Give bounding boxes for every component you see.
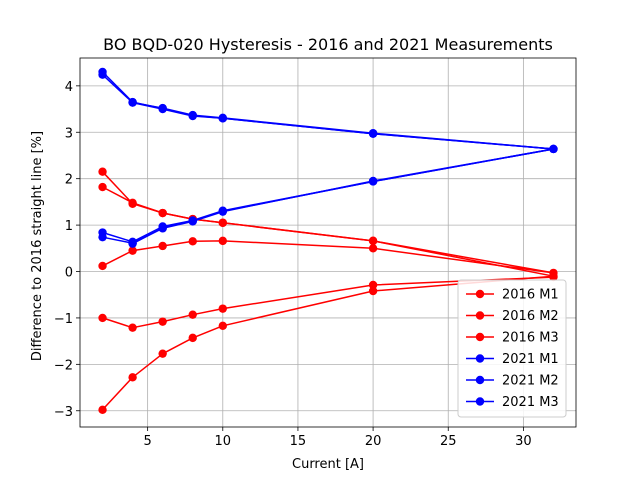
axes-border [79, 57, 577, 428]
legend-label: 2016 M3 [502, 331, 559, 346]
chart-title: BO BQD-020 Hysteresis - 2016 and 2021 Me… [103, 35, 553, 54]
data-point [218, 304, 227, 313]
data-point [549, 272, 558, 282]
data-point [98, 261, 107, 271]
data-point [98, 232, 107, 242]
data-point [128, 98, 137, 107]
data-point [128, 373, 137, 382]
legend-label: 2021 M2 [502, 374, 559, 389]
x-tick-label: 10 [215, 434, 232, 449]
legend-box [457, 279, 567, 418]
data-point [218, 321, 227, 331]
data-point [98, 405, 107, 415]
data-point [128, 199, 137, 208]
tick-group: 5 10 15 20 25 30 −3 −2 −1 0 1 2 3 4 [54, 80, 532, 449]
legend-marker [475, 311, 485, 320]
data-point [368, 236, 378, 246]
data-point [368, 244, 378, 253]
data-point [188, 111, 197, 121]
data-point [218, 218, 227, 227]
y-tick-label: −2 [54, 358, 73, 373]
series-group [98, 67, 558, 415]
data-point [218, 114, 227, 123]
legend-label: 2021 M3 [502, 395, 559, 410]
data-point [158, 104, 167, 114]
legend-marker [475, 332, 485, 342]
data-point [368, 177, 378, 186]
data-point [98, 182, 107, 192]
data-point [549, 144, 558, 154]
data-point [158, 223, 167, 233]
data-point [98, 313, 107, 323]
data-point [368, 286, 378, 296]
legend-marker [475, 375, 485, 385]
data-point [158, 349, 167, 358]
legend-marker [475, 289, 485, 299]
data-point [368, 129, 378, 138]
x-tick-label: 30 [515, 434, 532, 449]
y-tick-label: 0 [65, 266, 73, 281]
legend-marker [475, 354, 485, 363]
data-point [158, 208, 167, 218]
legend-label: 2016 M2 [502, 309, 559, 324]
series-2021-m3 [128, 98, 558, 248]
data-point [128, 246, 137, 255]
legend-label: 2021 M1 [502, 352, 559, 367]
x-tick-label: 20 [365, 434, 382, 449]
y-tick-label: 1 [65, 219, 73, 234]
x-axis-label: Current [A] [292, 457, 364, 472]
data-point [368, 280, 378, 290]
y-axis-label: Difference to 2016 straight line [%] [30, 131, 45, 361]
data-point [188, 216, 197, 226]
data-point [98, 70, 107, 79]
y-tick-label: −3 [54, 405, 73, 420]
data-point [128, 323, 137, 332]
x-tick-label: 5 [143, 434, 151, 449]
data-point [158, 241, 167, 251]
legend: 2016 M1 2016 M2 2016 M3 2021 M1 2021 M2 2021 … [457, 279, 567, 418]
data-point [188, 310, 197, 319]
x-tick-label: 15 [290, 434, 307, 449]
legend-label: 2016 M1 [502, 288, 559, 303]
data-point [188, 237, 197, 246]
data-point [218, 206, 227, 216]
y-tick-label: 4 [65, 80, 73, 95]
axes-frame [79, 57, 577, 428]
data-point [98, 167, 107, 176]
data-point [158, 317, 167, 326]
series-2016-m3 [98, 272, 558, 332]
legend-marker [475, 397, 485, 406]
y-tick-label: 3 [65, 126, 73, 141]
y-tick-label: 2 [65, 173, 73, 188]
y-tick-label: −1 [54, 312, 73, 327]
data-point [128, 239, 137, 248]
x-tick-label: 25 [440, 434, 457, 449]
data-point [218, 236, 227, 246]
data-point [188, 333, 197, 343]
